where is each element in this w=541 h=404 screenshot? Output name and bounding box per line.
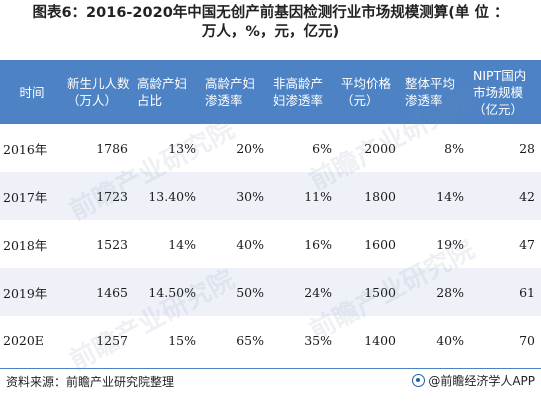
cell-market-size: 47 xyxy=(519,236,535,252)
cell-non-advanced-penetration: 24% xyxy=(270,268,338,316)
title-line-1: 图表6：2016-2020年中国无创产前基因检测行业市场规模测算(单 位 ： xyxy=(32,5,509,21)
table-row: 2016年 1786 13% 20% 6% 2000 8% 28 xyxy=(0,124,541,172)
cell-average-price: 1400 xyxy=(364,332,396,348)
cell-market-size: 42 xyxy=(470,172,541,220)
table-row: 2018年 1523 14% 40% 16% 1600 19% 47 xyxy=(0,220,541,268)
cell-advanced-share: 14.50% xyxy=(134,268,202,316)
credit-note: @前瞻经济学人APP xyxy=(412,372,535,389)
table-row: 2019年 1465 14.50% 50% 24% 1500 28% 61 xyxy=(0,268,541,316)
cell-advanced-penetration: 65% xyxy=(236,332,264,348)
cell-year: 2019年 xyxy=(0,268,64,316)
cell-advanced-penetration: 50% xyxy=(202,268,270,316)
cell-average-price: 1800 xyxy=(338,172,402,220)
cell-advanced-penetration: 20% xyxy=(236,140,264,156)
cell-overall-penetration: 8% xyxy=(444,140,464,156)
cell-year: 2018年 xyxy=(3,237,48,253)
header-advanced-maternal-share: 高龄产妇占比 xyxy=(134,60,202,124)
cell-overall-penetration: 28% xyxy=(402,268,470,316)
cell-newborns: 1786 xyxy=(96,140,128,156)
header-newborns: 新生儿人数（万人） xyxy=(64,60,134,124)
cell-advanced-share: 13.40% xyxy=(134,172,202,220)
cell-overall-penetration: 19% xyxy=(436,236,464,252)
cell-newborns: 1523 xyxy=(96,236,128,252)
cell-newborns: 1257 xyxy=(96,332,128,348)
cell-market-size: 28 xyxy=(519,140,535,156)
table-row: 2020E 1257 15% 65% 35% 1400 40% 70 xyxy=(0,316,541,364)
cell-advanced-penetration: 40% xyxy=(236,236,264,252)
table-row: 2017年 1723 13.40% 30% 11% 1800 14% 42 xyxy=(0,172,541,220)
cell-overall-penetration: 40% xyxy=(436,332,464,348)
cell-year: 2017年 xyxy=(0,172,64,220)
header-time: 时间 xyxy=(0,60,64,124)
table-header-row: 时间 新生儿人数（万人） 高龄产妇占比 高龄产妇渗透率 非高龄产妇渗透率 平均价… xyxy=(0,60,541,124)
cell-year: 2020E xyxy=(3,332,44,348)
header-nipt-market-size: NIPT国内市场规模（亿元） xyxy=(470,60,541,124)
cell-newborns: 1723 xyxy=(64,172,134,220)
cell-average-price: 2000 xyxy=(364,140,396,156)
cell-advanced-share: 13% xyxy=(168,140,196,156)
chart-title: 图表6：2016-2020年中国无创产前基因检测行业市场规模测算(单 位 ： 万… xyxy=(0,4,541,42)
cell-non-advanced-penetration: 11% xyxy=(270,172,338,220)
cell-market-size: 70 xyxy=(519,332,535,348)
cell-year: 2016年 xyxy=(3,141,48,157)
cell-average-price: 1500 xyxy=(338,268,402,316)
cell-overall-penetration: 14% xyxy=(402,172,470,220)
header-average-price: 平均价格（元） xyxy=(338,60,402,124)
cell-non-advanced-penetration: 35% xyxy=(304,332,332,348)
credit-text: @前瞻经济学人APP xyxy=(428,374,535,388)
title-line-2: 万人，%，元，亿元) xyxy=(201,24,340,40)
header-advanced-maternal-penetration: 高龄产妇渗透率 xyxy=(202,60,270,124)
cell-newborns: 1465 xyxy=(64,268,134,316)
cell-average-price: 1600 xyxy=(364,236,396,252)
cell-non-advanced-penetration: 6% xyxy=(312,140,332,156)
qianzhan-logo-icon xyxy=(412,374,426,387)
header-non-advanced-penetration: 非高龄产妇渗透率 xyxy=(270,60,338,124)
footer-divider xyxy=(0,368,541,369)
cell-advanced-share: 15% xyxy=(168,332,196,348)
cell-advanced-share: 14% xyxy=(168,236,196,252)
market-size-table: 时间 新生儿人数（万人） 高龄产妇占比 高龄产妇渗透率 非高龄产妇渗透率 平均价… xyxy=(0,60,541,364)
cell-advanced-penetration: 30% xyxy=(202,172,270,220)
source-note: 资料来源：前瞻产业研究院整理 xyxy=(6,375,175,389)
cell-non-advanced-penetration: 16% xyxy=(304,236,332,252)
cell-market-size: 61 xyxy=(470,268,541,316)
header-overall-penetration: 整体平均渗透率 xyxy=(402,60,470,124)
